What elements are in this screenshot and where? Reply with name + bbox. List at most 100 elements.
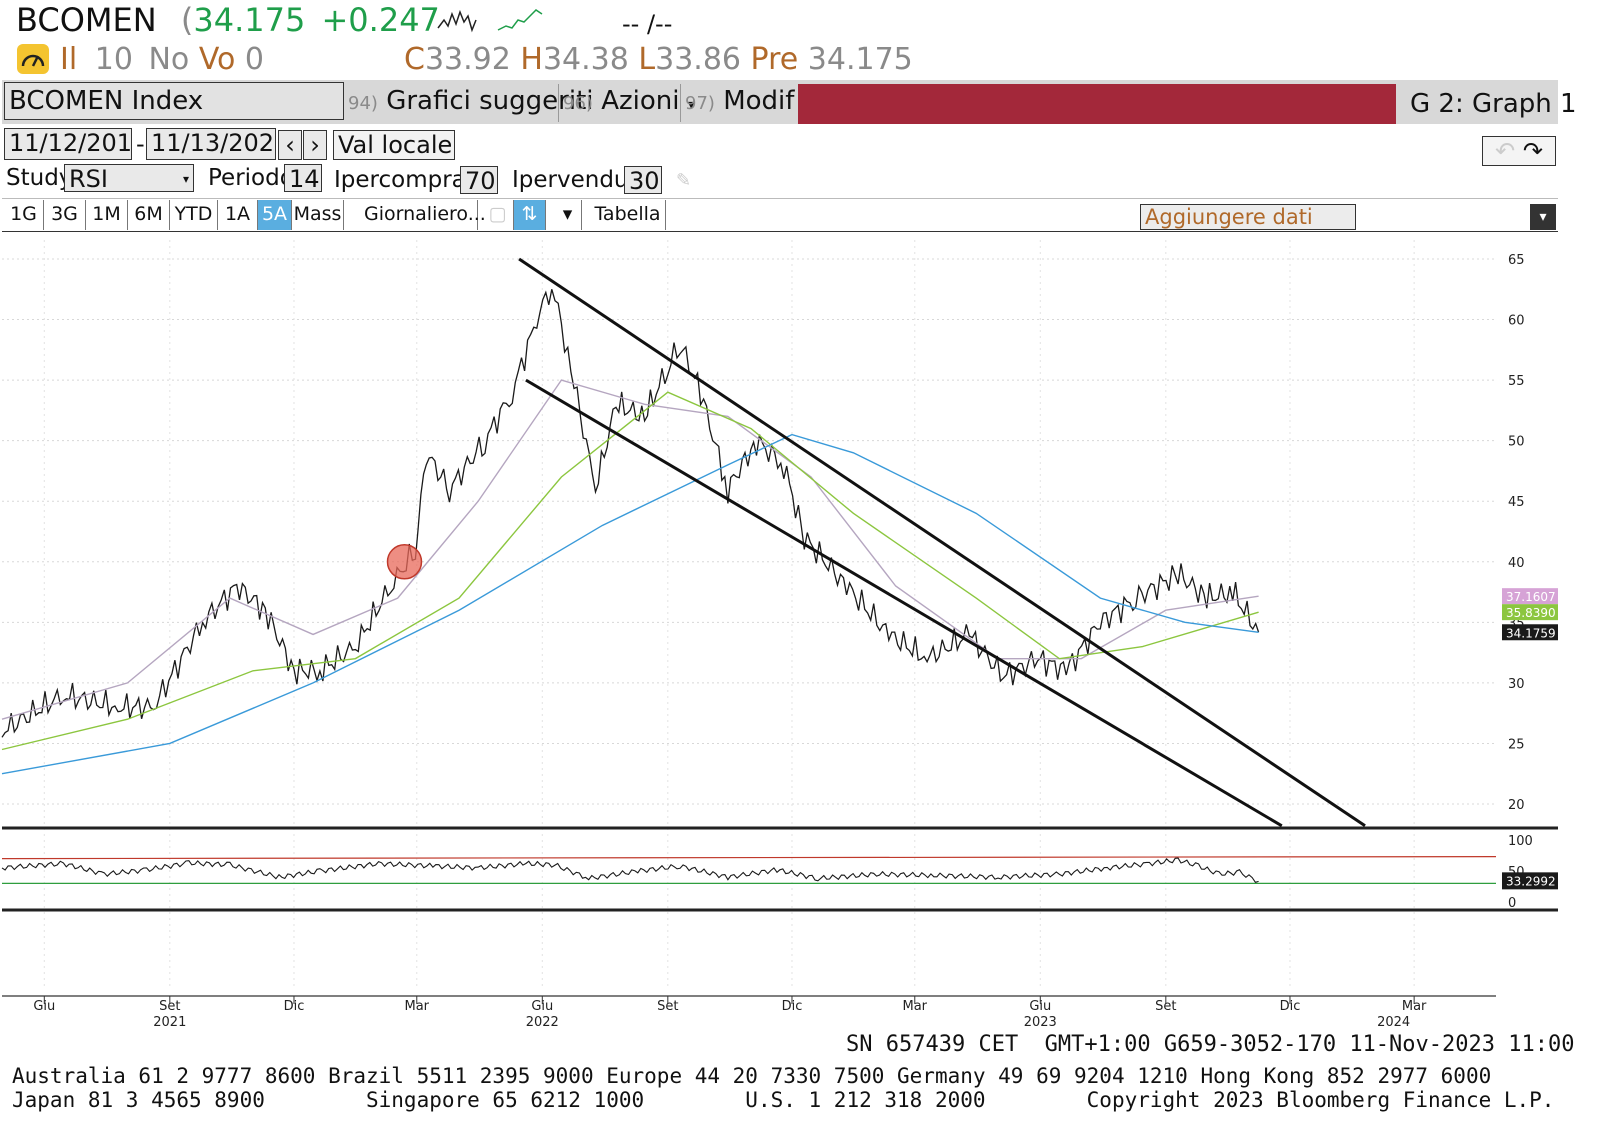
undo-icon: ↶ (1495, 137, 1516, 165)
range-button-3g[interactable]: 3G (44, 200, 86, 230)
add-data-field[interactable]: Aggiungere dati (1140, 204, 1356, 230)
frequency-select[interactable]: Giornaliero... (364, 200, 486, 230)
contacts-line-2: Japan 81 3 4565 8900 Singapore 65 6212 1… (12, 1088, 1555, 1112)
x-month-label: Mar (903, 999, 928, 1014)
redo-icon: ↷ (1522, 137, 1543, 165)
sort-toggle-button[interactable]: ⇅ (514, 200, 546, 230)
last-price: 34.175 (193, 1, 306, 39)
rsi-last-tag (1502, 872, 1558, 890)
menu-edit[interactable]: 97) Modif ▾ (680, 84, 810, 122)
price-chart[interactable]: 6560555045403530252037.160735.839034.175… (0, 0, 1600, 1040)
session-line: SN 657439 CET GMT+1:00 G659-3052-170 11-… (846, 1032, 1575, 1057)
x-year-label: 2024 (1377, 1015, 1410, 1030)
period-input[interactable]: 14 (284, 164, 322, 192)
next-period-button[interactable]: › (303, 130, 327, 160)
il-label: Il (60, 42, 78, 77)
y-tick-label: 45 (1508, 495, 1525, 510)
overbought-line (1, 855, 1497, 860)
menu-label: Azioni (601, 86, 680, 116)
x-year-label: 2021 (153, 1015, 186, 1030)
y-tick-label: 25 (1508, 737, 1525, 752)
paren: ( (180, 1, 194, 39)
x-month-label: Dic (782, 999, 803, 1014)
trend-line-1 (525, 378, 1283, 828)
menu-label: Modif (723, 86, 795, 116)
x-month-label: Set (159, 999, 180, 1014)
y-tick-label: 30 (1508, 677, 1525, 692)
menu-num: 94) (348, 93, 378, 114)
price-series-2 (1, 391, 1259, 751)
range-button-1m[interactable]: 1M (86, 200, 128, 230)
low-label: L (638, 42, 656, 77)
last-value-label: 37.1607 (1506, 590, 1556, 604)
high-value: 34.38 (542, 42, 629, 77)
last-value-label: 35.8390 (1506, 606, 1556, 620)
no-label: No (148, 42, 190, 77)
y-tick-label: 55 (1508, 374, 1525, 389)
il-value: 10 (94, 42, 133, 77)
dropdown-arrow-icon: ▾ (182, 172, 189, 186)
title-bar-accent (798, 84, 1396, 124)
range-button-5a[interactable]: 5A (258, 200, 292, 230)
header-row-2: Il 10 No Vo 0 (60, 42, 264, 78)
close-value: 33.92 (424, 42, 511, 77)
prev-period-button[interactable]: ‹ (278, 130, 302, 160)
prev-value: 34.175 (807, 42, 913, 77)
gauge-icon[interactable] (17, 44, 49, 74)
range-button-mass[interactable]: Mass (292, 200, 344, 230)
x-month-label: Dic (284, 999, 305, 1014)
range-bar (2, 198, 1558, 232)
trend-line-0 (518, 257, 1366, 828)
chart-type-button[interactable]: ▢ (482, 200, 514, 230)
header-row-1: BCOMEN (34.175 +0.247 (16, 2, 440, 38)
x-month-label: Giu (33, 999, 55, 1014)
last-value-label: 34.1759 (1506, 626, 1556, 640)
prev-label: Pre (750, 42, 799, 77)
price-series-3 (1, 433, 1259, 775)
x-month-label: Giu (531, 999, 553, 1014)
last-value-tag (1502, 604, 1558, 621)
oversold-input[interactable]: 30 (624, 166, 662, 194)
date-dash: - (136, 130, 145, 158)
x-month-label: Set (1155, 999, 1176, 1014)
ohlc-row: C33.92 H34.38 L33.86 Pre 34.175 (404, 42, 913, 78)
menu-num: 96) (563, 93, 593, 114)
undo-redo-buttons[interactable]: ↶ ↷ (1482, 136, 1556, 166)
security-field[interactable]: BCOMEN Index (4, 82, 344, 120)
range-button-1g[interactable]: 1G (4, 200, 44, 230)
chart-options-dropdown[interactable]: ▾ (554, 200, 582, 230)
price-change: +0.247 (321, 1, 440, 39)
overbought-input[interactable]: 70 (460, 166, 498, 194)
vo-label: Vo (198, 42, 236, 77)
x-month-label: Mar (405, 999, 430, 1014)
menu-actions[interactable]: 96) Azioni ▾ (558, 84, 695, 122)
study-select[interactable]: RSI ▾ (64, 164, 194, 192)
x-year-label: 2023 (1024, 1015, 1057, 1030)
start-date-field[interactable]: 11/12/2018 ▭ (4, 128, 132, 160)
price-series-0 (1, 289, 1260, 738)
rsi-tick-label: 100 (1508, 834, 1533, 849)
x-year-label: 2022 (526, 1015, 559, 1030)
end-date-field[interactable]: 11/13/2023 ▭ (146, 128, 276, 160)
study-value: RSI (69, 165, 108, 192)
currency-select[interactable]: Val locale ▾ (333, 130, 455, 160)
range-button-6m[interactable]: 6M (128, 200, 170, 230)
currency-value: Val locale (338, 131, 453, 159)
y-tick-label: 40 (1508, 556, 1525, 571)
close-label: C (404, 42, 425, 77)
intraday-sparkline-icon (437, 9, 543, 33)
pencil-icon[interactable]: ✎ (676, 170, 692, 191)
dropdown-arrow-icon: ▾ (687, 97, 695, 113)
x-month-label: Mar (1402, 999, 1427, 1014)
add-data-dropdown[interactable]: ▾ (1530, 204, 1556, 230)
x-month-label: Dic (1280, 999, 1301, 1014)
y-tick-label: 65 (1508, 253, 1525, 268)
chevron-right-icon: › (310, 131, 320, 159)
graph-label: G 2: Graph 1 (1410, 89, 1577, 119)
y-tick-label: 20 (1508, 798, 1525, 813)
table-button[interactable]: Tabella (590, 200, 666, 230)
range-button-1a[interactable]: 1A (218, 200, 258, 230)
x-month-label: Set (657, 999, 678, 1014)
rsi-series (1, 857, 1259, 883)
range-button-ytd[interactable]: YTD (170, 200, 218, 230)
